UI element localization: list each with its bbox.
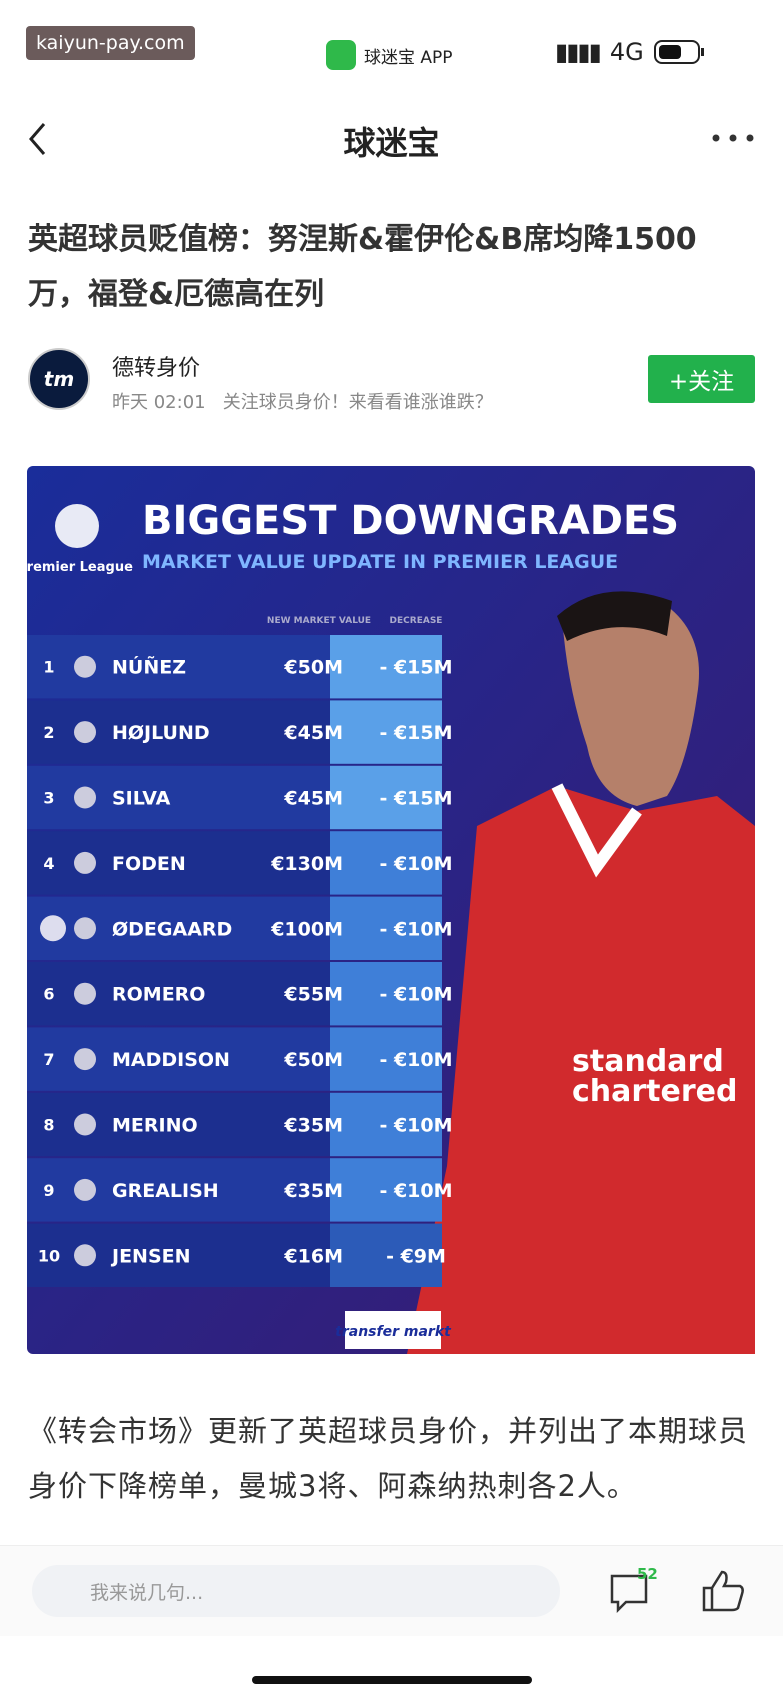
club-badge	[74, 917, 96, 940]
decrease-cell	[330, 1027, 442, 1091]
rank: 6	[43, 985, 54, 1004]
decrease-cell	[330, 896, 442, 960]
rank: 4	[43, 854, 54, 873]
network: ▮▮▮▮ 4G	[555, 38, 706, 66]
decrease: - €9M	[386, 1245, 446, 1267]
decrease-cell	[330, 1158, 442, 1222]
player-name: MADDISON	[112, 1049, 230, 1071]
player-name: HØJLUND	[112, 722, 210, 744]
time: 昨天 02:01	[112, 392, 206, 413]
club-badge	[74, 982, 96, 1005]
player-name: ROMERO	[112, 984, 205, 1006]
heading: BIGGEST DOWNGRADES	[142, 498, 679, 544]
author[interactable]: 德转身价	[112, 356, 201, 381]
market-value: €16M	[283, 1245, 343, 1267]
player-name: NÚÑEZ	[112, 655, 186, 679]
app-name: 球迷宝 APP	[364, 47, 453, 68]
comment-icon[interactable]	[608, 1570, 652, 1614]
market-value: €100M	[270, 918, 343, 940]
article-body: 《转会市场》更新了英超球员身价，并列出了本期球员身价下降榜单，曼城3将、阿森纳热…	[28, 1414, 749, 1503]
club-badge	[74, 1178, 96, 1201]
rank: 10	[38, 1246, 60, 1265]
network-type: 4G	[609, 38, 644, 66]
decrease: - €15M	[379, 722, 452, 744]
back-button[interactable]	[26, 120, 50, 160]
market-value: €35M	[283, 1180, 343, 1202]
player-name: GREALISH	[112, 1180, 219, 1202]
description: 关注球员身价！来看看谁涨谁跌？	[222, 392, 493, 413]
player-name: FODEN	[112, 853, 186, 875]
decrease: - €15M	[379, 657, 452, 679]
league: Premier League	[27, 560, 133, 575]
col-value: NEW MARKET VALUE	[267, 616, 371, 626]
subheading: MARKET VALUE UPDATE IN PREMIER LEAGUE	[142, 551, 618, 573]
follow-button[interactable]: +关注	[648, 355, 755, 403]
comment-count: 52	[637, 1565, 658, 1583]
decrease-cell	[330, 831, 442, 895]
meta: 昨天 02:01 关注球员身价！来看看谁涨谁跌？	[112, 388, 493, 414]
decrease: - €15M	[379, 788, 452, 810]
pl-logo	[55, 504, 99, 548]
more-button[interactable]	[710, 130, 756, 146]
source: transfer markt	[335, 1324, 452, 1340]
player-name: SILVA	[112, 788, 171, 810]
player-name: MERINO	[112, 1115, 198, 1137]
club-badge	[74, 851, 96, 874]
market-value: €45M	[283, 788, 343, 810]
svg-text:chartered: chartered	[572, 1074, 737, 1109]
battery	[653, 40, 704, 64]
decrease-cell	[330, 1092, 442, 1157]
market-value: €45M	[283, 722, 343, 744]
market-value: €50M	[283, 657, 343, 679]
rank: 7	[43, 1050, 54, 1069]
decrease: - €10M	[379, 1049, 452, 1071]
comment-input[interactable]: 我来说几句...	[32, 1565, 560, 1617]
back-icon	[40, 915, 66, 942]
club-badge	[74, 721, 96, 744]
club-badge	[74, 1244, 96, 1267]
like-button[interactable]	[700, 1568, 746, 1614]
decrease: - €10M	[379, 1115, 452, 1137]
rank: 2	[43, 723, 54, 742]
avatar[interactable]: tm	[28, 348, 90, 410]
decrease: - €10M	[379, 1180, 452, 1202]
club-badge	[74, 1048, 96, 1071]
decrease: - €10M	[379, 853, 452, 875]
player-name: JENSEN	[110, 1245, 191, 1267]
club-badge	[74, 655, 96, 678]
rank: 3	[43, 789, 54, 808]
decrease-cell	[330, 962, 442, 1026]
rank: 8	[43, 1116, 54, 1135]
svg-text:standard: standard	[572, 1044, 724, 1079]
club-badge	[74, 786, 96, 809]
decrease-cell	[330, 635, 442, 699]
player-name: ØDEGAARD	[112, 918, 232, 940]
decrease-cell	[330, 1223, 442, 1287]
market-value: €55M	[283, 984, 343, 1006]
market-value: €130M	[270, 853, 343, 875]
rank: 9	[43, 1181, 54, 1200]
home-indicator	[252, 1676, 532, 1684]
decrease-cell	[330, 765, 442, 830]
watermark: kaiyun-pay.com	[26, 26, 195, 60]
app-label: 球迷宝 APP	[326, 40, 453, 70]
nav-title: 球迷宝	[343, 124, 440, 162]
col-decrease: DECREASE	[390, 616, 443, 626]
article-title: 英超球员贬值榜：努涅斯&霍伊伦&B席均降1500万，福登&厄德高在列	[28, 222, 697, 312]
decrease: - €10M	[379, 984, 452, 1006]
club-badge	[74, 1113, 96, 1136]
decrease-cell	[330, 700, 442, 764]
market-value: €35M	[283, 1115, 343, 1137]
rank: 1	[43, 658, 54, 677]
decrease: - €10M	[379, 918, 452, 940]
market-value: €50M	[283, 1049, 343, 1071]
